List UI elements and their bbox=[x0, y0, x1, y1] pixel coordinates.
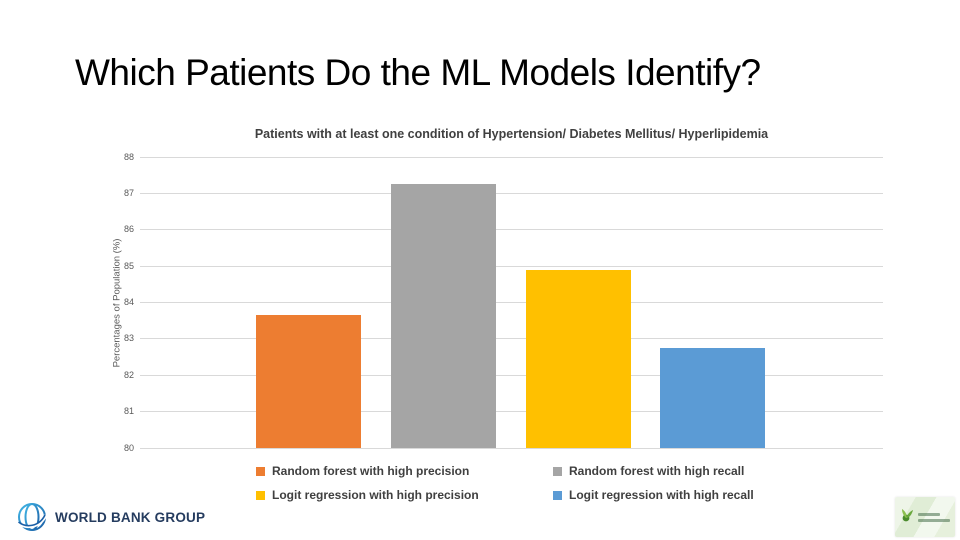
gridline-y-84 bbox=[140, 302, 883, 303]
legend-label: Random forest with high recall bbox=[569, 464, 745, 478]
y-tick-label-87: 87 bbox=[123, 187, 134, 198]
legend-marker-icon bbox=[256, 490, 265, 500]
world-bank-globe-icon bbox=[17, 503, 48, 531]
legend-label: Logit regression with high recall bbox=[569, 488, 754, 502]
bar-logit-regression-with-high-precision bbox=[525, 269, 631, 448]
legend-item-random-forest-with-high-precision: Random forest with high precision bbox=[256, 464, 553, 478]
y-tick-label-86: 86 bbox=[123, 224, 134, 235]
legend-item-random-forest-with-high-recall: Random forest with high recall bbox=[553, 464, 754, 478]
gridline-y-81 bbox=[140, 411, 883, 413]
partner-logo-text-line bbox=[918, 518, 950, 522]
legend-marker-icon bbox=[553, 490, 562, 500]
chart-legend: Random forest with high precision Random … bbox=[256, 464, 754, 502]
gridline-y-82 bbox=[140, 374, 883, 376]
gridline-y-83 bbox=[140, 338, 883, 340]
plot-area: 80 81 82 83 84 85 86 87 88 bbox=[124, 152, 883, 453]
gridline-y-80 bbox=[140, 447, 883, 449]
legend-label: Random forest with high precision bbox=[272, 464, 470, 478]
y-tick-label-88: 88 bbox=[123, 151, 134, 162]
gridline-y-86 bbox=[140, 229, 883, 231]
bar-random-forest-with-high-recall bbox=[390, 184, 496, 448]
partner-logo-text-line bbox=[918, 512, 940, 516]
legend-marker-icon bbox=[256, 466, 265, 476]
y-tick-label-80: 80 bbox=[123, 442, 134, 453]
y-tick-label-82: 82 bbox=[123, 369, 134, 380]
partner-logo-text bbox=[918, 512, 950, 522]
world-bank-logo: WORLD BANK GROUP bbox=[16, 501, 205, 533]
legend-item-logit-regression-with-high-recall: Logit regression with high recall bbox=[553, 488, 754, 502]
y-tick-label-81: 81 bbox=[123, 406, 134, 417]
legend-marker-icon bbox=[553, 466, 562, 476]
gridline-y-85 bbox=[140, 265, 883, 267]
legend-label: Logit regression with high precision bbox=[272, 488, 479, 502]
partner-logo-sprig-icon bbox=[902, 509, 913, 522]
slide-title: Which Patients Do the ML Models Identify… bbox=[75, 52, 761, 93]
partner-hospital-logo bbox=[895, 497, 955, 537]
legend-item-logit-regression-with-high-precision: Logit regression with high precision bbox=[256, 488, 553, 502]
y-tick-label-85: 85 bbox=[123, 260, 134, 271]
bar-logit-regression-with-high-recall bbox=[660, 347, 766, 448]
bar-random-forest-with-high-precision bbox=[256, 315, 361, 448]
gridline-y-88 bbox=[140, 156, 883, 158]
y-tick-label-83: 83 bbox=[123, 333, 134, 344]
chart-title: Patients with at least one condition of … bbox=[254, 127, 769, 141]
gridline-y-87 bbox=[140, 192, 883, 194]
y-tick-label-84: 84 bbox=[123, 297, 134, 307]
world-bank-wordmark: WORLD BANK GROUP bbox=[55, 509, 206, 525]
